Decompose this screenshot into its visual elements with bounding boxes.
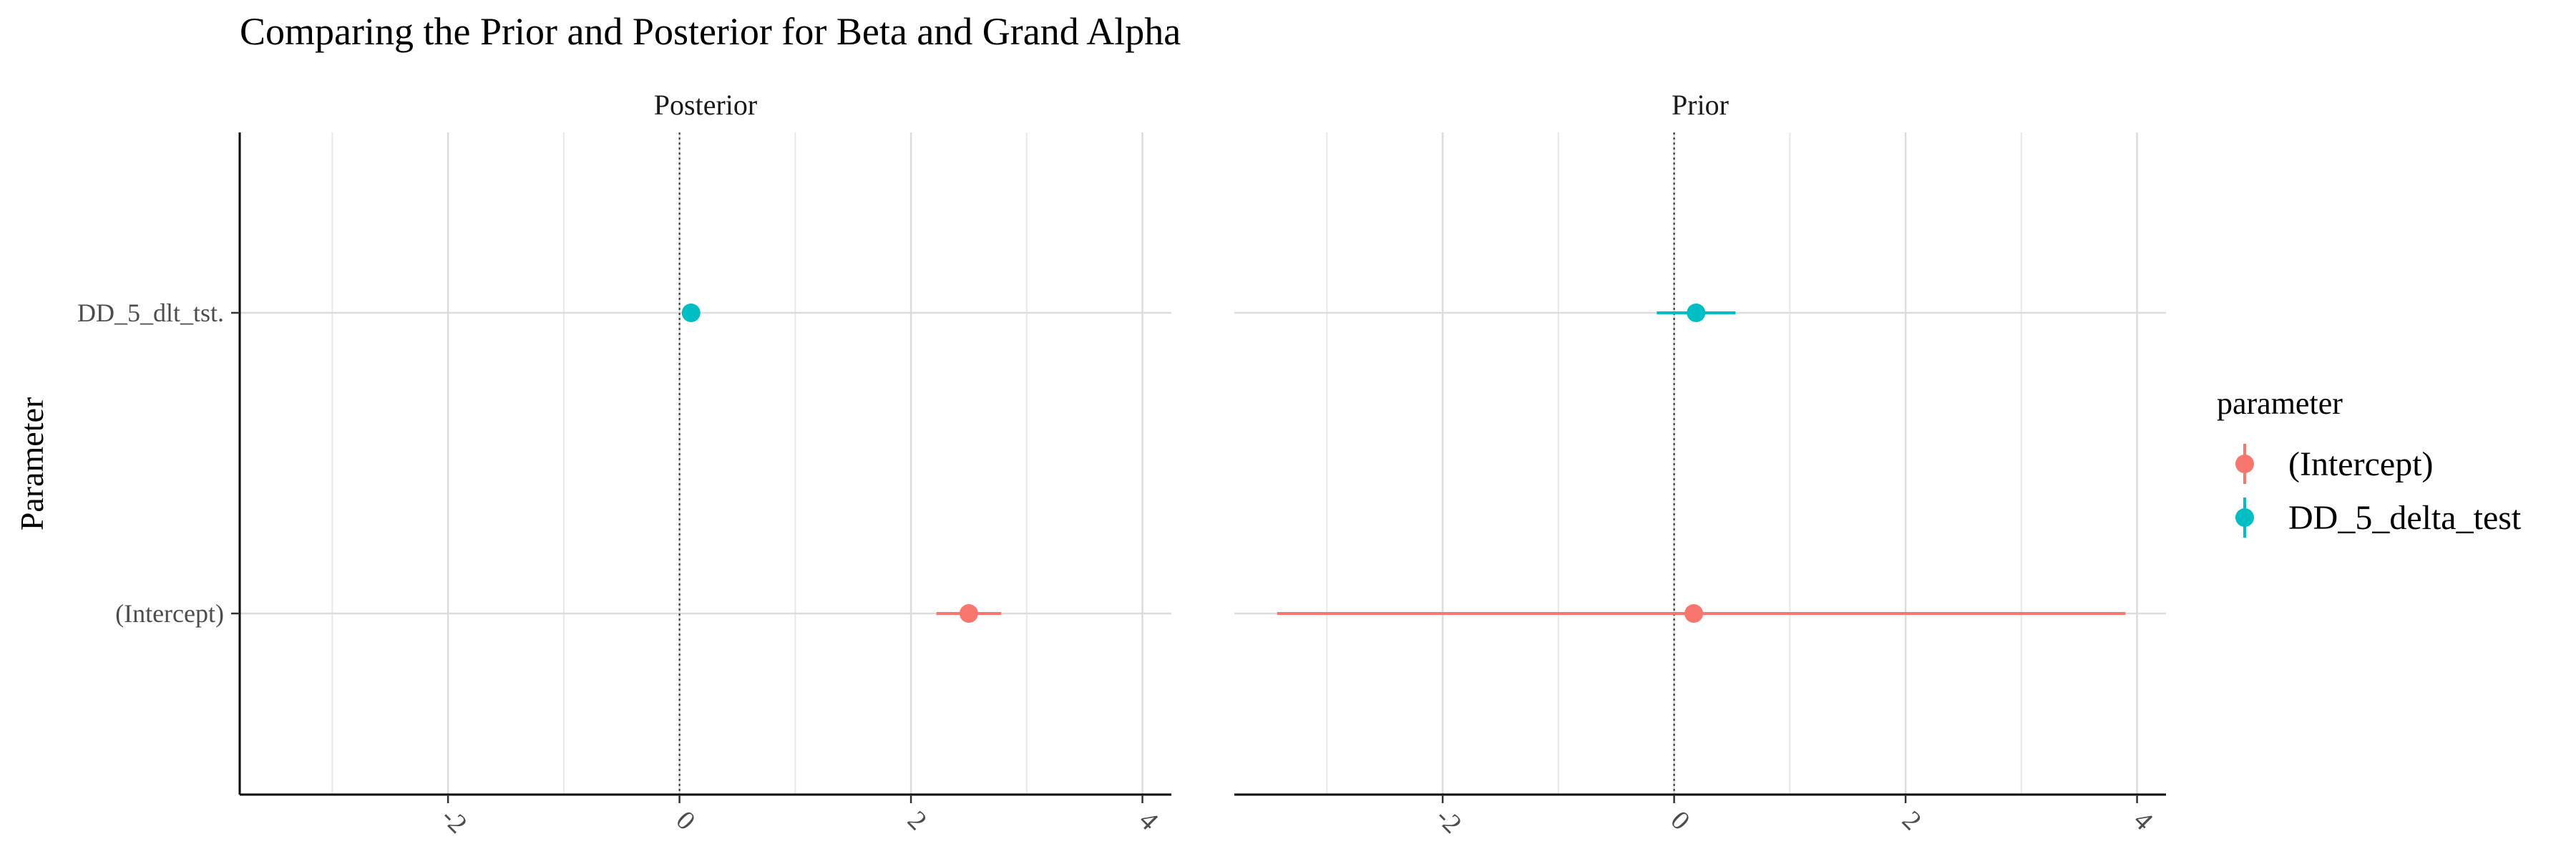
point-prior <box>1684 604 1704 623</box>
legend: parameter (Intercept) DD_5_delta_test <box>2217 386 2522 538</box>
x-tick-label: -2 <box>1430 802 1468 839</box>
panel-title-prior: Prior <box>1672 89 1729 121</box>
point-posterior <box>681 304 701 322</box>
y-tick-label: DD_5_dlt_tst. <box>77 299 224 327</box>
x-tick-label: 4 <box>1133 805 1163 836</box>
y-axis-label: Parameter <box>14 397 50 530</box>
panels: Posterior(Intercept)DD_5_dlt_tst.-2 0 2 4Pr… <box>77 89 2166 840</box>
x-tick-label: 0 <box>670 805 701 836</box>
y-tick-label: (Intercept) <box>115 599 224 628</box>
point-posterior <box>959 604 978 623</box>
panel-posterior: Posterior (Intercept) DD_5_dlt_tst. -2 0 2 4 <box>77 89 1171 840</box>
panel-title-posterior: Posterior <box>654 89 757 121</box>
panel-prior: Prior -2 0 2 4 <box>1234 89 2166 840</box>
x-tick-label: 4 <box>2127 805 2158 836</box>
legend-title: parameter <box>2217 386 2343 421</box>
legend-label: DD_5_delta_test <box>2288 499 2522 537</box>
point-prior <box>1687 304 1706 322</box>
legend-key-point <box>2235 508 2254 527</box>
x-tick-label: 2 <box>902 805 932 836</box>
legend-key-point <box>2235 455 2254 473</box>
x-tick-label: 2 <box>1896 805 1927 836</box>
x-tick-label: -2 <box>436 802 473 839</box>
chart-title: Comparing the Prior and Posterior for Be… <box>240 10 1181 53</box>
x-tick-label: 0 <box>1665 805 1696 836</box>
legend-label: (Intercept) <box>2288 445 2434 483</box>
